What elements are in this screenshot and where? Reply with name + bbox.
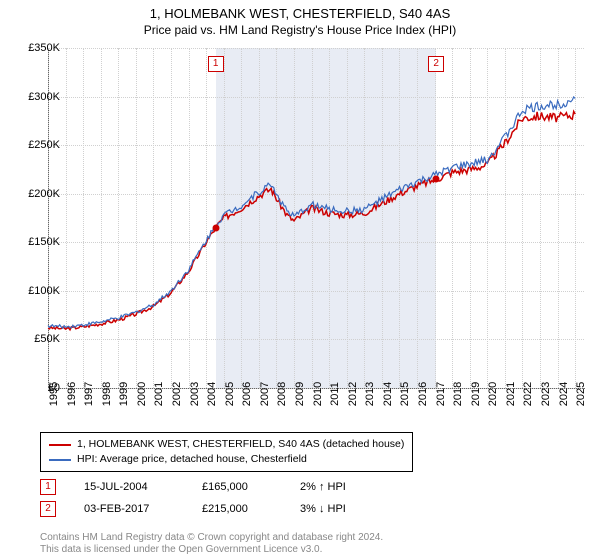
sale-date: 03-FEB-2017 (84, 503, 174, 515)
sale-point-marker (212, 224, 219, 231)
x-tick-label: 2015 (399, 382, 411, 406)
x-tick-label: 2019 (470, 382, 482, 406)
x-tick-label: 1997 (83, 382, 95, 406)
x-tick-label: 2021 (505, 382, 517, 406)
sale-badge: 2 (40, 501, 56, 517)
x-tick-label: 2005 (224, 382, 236, 406)
x-tick-label: 2001 (153, 382, 165, 406)
attribution-line: This data is licensed under the Open Gov… (40, 544, 383, 556)
plot-svg (48, 48, 584, 388)
legend-item: HPI: Average price, detached house, Ches… (49, 452, 404, 467)
x-tick-label: 2022 (522, 382, 534, 406)
x-tick-label: 2013 (364, 382, 376, 406)
sale-price: £215,000 (202, 503, 272, 515)
sales-table: 1 15-JUL-2004 £165,000 2% ↑ HPI 2 03-FEB… (40, 476, 380, 520)
sale-number-badge: 2 (428, 56, 444, 72)
y-tick-label: £350K (28, 42, 60, 54)
chart-area: 12 (48, 48, 584, 388)
sales-row: 1 15-JUL-2004 £165,000 2% ↑ HPI (40, 476, 380, 498)
sales-row: 2 03-FEB-2017 £215,000 3% ↓ HPI (40, 498, 380, 520)
legend-swatch (49, 444, 71, 446)
sale-date: 15-JUL-2004 (84, 481, 174, 493)
x-tick-label: 1999 (118, 382, 130, 406)
y-tick-label: £200K (28, 188, 60, 200)
y-tick-label: £250K (28, 139, 60, 151)
x-tick-label: 2020 (487, 382, 499, 406)
legend-swatch (49, 459, 71, 461)
x-tick-label: 2004 (206, 382, 218, 406)
legend-label: 1, HOLMEBANK WEST, CHESTERFIELD, S40 4AS… (77, 437, 404, 452)
x-tick-label: 2012 (347, 382, 359, 406)
x-tick-label: 2007 (259, 382, 271, 406)
x-tick-label: 2011 (329, 382, 341, 406)
x-tick-label: 1995 (48, 382, 60, 406)
x-tick-label: 2002 (171, 382, 183, 406)
series-line-hpi (48, 97, 575, 328)
x-tick-label: 2017 (435, 382, 447, 406)
sale-point-marker (433, 176, 440, 183)
legend-label: HPI: Average price, detached house, Ches… (77, 452, 307, 467)
x-tick-label: 2018 (452, 382, 464, 406)
y-tick-label: £100K (28, 285, 60, 297)
chart-title: 1, HOLMEBANK WEST, CHESTERFIELD, S40 4AS (0, 0, 600, 21)
x-tick-label: 2003 (189, 382, 201, 406)
y-tick-label: £300K (28, 91, 60, 103)
x-tick-label: 2008 (276, 382, 288, 406)
attribution-line: Contains HM Land Registry data © Crown c… (40, 532, 383, 544)
y-tick-label: £50K (34, 333, 60, 345)
attribution: Contains HM Land Registry data © Crown c… (40, 532, 383, 556)
sale-badge: 1 (40, 479, 56, 495)
chart-subtitle: Price paid vs. HM Land Registry's House … (0, 21, 600, 37)
sale-delta: 3% ↓ HPI (300, 503, 380, 515)
x-tick-label: 2014 (382, 382, 394, 406)
sale-delta: 2% ↑ HPI (300, 481, 380, 493)
legend: 1, HOLMEBANK WEST, CHESTERFIELD, S40 4AS… (40, 432, 413, 472)
series-line-property (48, 111, 575, 329)
x-tick-label: 2016 (417, 382, 429, 406)
x-tick-label: 2010 (312, 382, 324, 406)
x-tick-label: 2006 (241, 382, 253, 406)
x-tick-label: 1996 (66, 382, 78, 406)
x-tick-label: 2024 (558, 382, 570, 406)
x-tick-label: 2009 (294, 382, 306, 406)
sale-price: £165,000 (202, 481, 272, 493)
x-tick-label: 1998 (101, 382, 113, 406)
y-tick-label: £150K (28, 236, 60, 248)
chart-container: 1, HOLMEBANK WEST, CHESTERFIELD, S40 4AS… (0, 0, 600, 560)
x-tick-label: 2025 (575, 382, 587, 406)
sale-number-badge: 1 (208, 56, 224, 72)
legend-item: 1, HOLMEBANK WEST, CHESTERFIELD, S40 4AS… (49, 437, 404, 452)
x-tick-label: 2000 (136, 382, 148, 406)
x-tick-label: 2023 (540, 382, 552, 406)
